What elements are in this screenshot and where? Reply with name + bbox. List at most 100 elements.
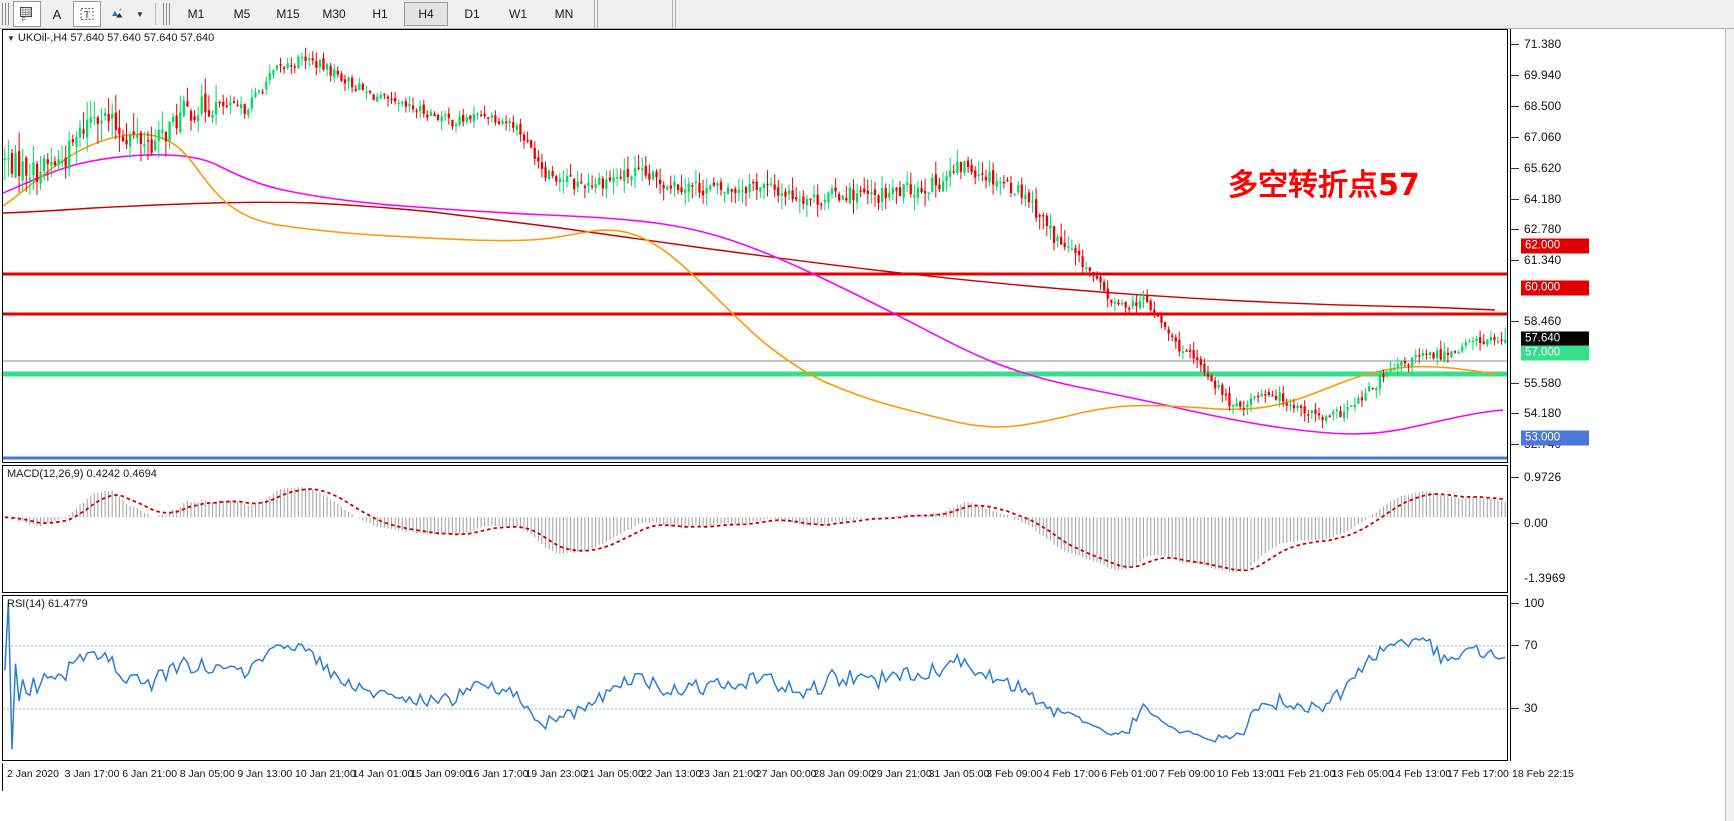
macd-tick-label: 0.9726: [1524, 470, 1562, 484]
time-axis[interactable]: 2 Jan 2020 3 Jan 17:00 6 Jan 21:00 8 Jan 05…: [2, 763, 1509, 791]
time-label: 7 Feb 09:00: [1159, 768, 1216, 780]
time-label: 6 Jan 21:00: [122, 768, 178, 780]
time-label: 21 Jan 05:00: [583, 768, 644, 780]
timeframe-group: M1 M5 M15 M30 H1 H4 D1 W1 MN: [173, 2, 587, 26]
time-label: 2 Jan 2020: [7, 768, 59, 780]
objects-icon[interactable]: [103, 1, 131, 27]
price-tick-label: 62.780: [1524, 221, 1562, 236]
time-label: 10 Feb 13:00: [1216, 768, 1279, 780]
timeframe-w1[interactable]: W1: [509, 7, 527, 21]
time-label: 31 Jan 05:00: [928, 768, 990, 780]
rsi-pane[interactable]: RSI(14) 61.4779: [2, 595, 1508, 761]
timeframe-m5[interactable]: M5: [233, 7, 251, 21]
macd-signal-line: [4, 488, 1506, 572]
toolbar-empty-slot-1: [594, 0, 598, 28]
price-tick: [1510, 75, 1519, 77]
price-scale-divider: [1510, 29, 1511, 761]
macd-tick: [1510, 477, 1519, 478]
rsi-tick: [1510, 708, 1519, 709]
macd-tick: [1510, 523, 1519, 524]
price-tick: [1510, 413, 1519, 415]
time-label: 22 Jan 13:00: [640, 768, 702, 780]
timeframe-h1[interactable]: H1: [372, 7, 388, 21]
time-label: 8 Jan 05:00: [179, 768, 235, 780]
macd-tick-label: -1.3969: [1524, 571, 1566, 585]
chart-area[interactable]: ▼ UKOil-,H4 57.640 57.640 57.640 57.640 多…: [0, 29, 1734, 821]
timeframe-grip-handle[interactable]: [163, 3, 170, 25]
time-label: 4 Feb 17:00: [1043, 768, 1100, 780]
time-label: 14 Jan 01:00: [352, 768, 414, 780]
price-chart-svg: [3, 133, 1507, 460]
timeframe-m1[interactable]: M1: [187, 7, 205, 21]
price-tick: [1510, 228, 1519, 230]
vertical-scrollbar[interactable]: [1725, 29, 1734, 821]
chevron-down-icon[interactable]: ▼: [136, 9, 144, 19]
rsi-tick: [1510, 603, 1519, 604]
timeframe-d1[interactable]: D1: [464, 7, 480, 21]
price-tick: [1510, 259, 1519, 261]
price-pane-label: ▼ UKOil-,H4 57.640 57.640 57.640 57.640: [7, 32, 215, 44]
price-tick-label: 58.460: [1524, 314, 1562, 329]
macd-pane[interactable]: MACD(12,26,9) 0.4242 0.4694: [2, 465, 1508, 593]
price-tick-label: 64.180: [1524, 191, 1562, 206]
price-tick: [1510, 444, 1519, 446]
price-tick: [1510, 106, 1519, 108]
text-label-icon[interactable]: T: [73, 1, 101, 27]
macd-chart-svg: [4, 486, 1506, 573]
time-label: 3 Jan 17:00: [64, 768, 120, 780]
ma-slow-line: [3, 201, 1496, 311]
price-badge-62-000[interactable]: 62.000: [1521, 238, 1589, 254]
crosshair-grid-icon[interactable]: F: [13, 1, 41, 27]
ma-mid-line: [3, 154, 1504, 435]
price-tick-label: 61.340: [1524, 252, 1562, 267]
price-tick: [1510, 44, 1519, 46]
time-label: 29 Jan 21:00: [871, 768, 932, 780]
objects-icon-svg: [112, 8, 123, 18]
rsi-line: [4, 601, 1506, 750]
toolbar-empty-slot-2: [672, 0, 676, 28]
time-label: 13 Feb 05:00: [1331, 768, 1394, 780]
price-pane[interactable]: ▼ UKOil-,H4 57.640 57.640 57.640 57.640 多…: [2, 29, 1508, 463]
time-label: 16 Jan 17:00: [467, 768, 529, 780]
timeframe-h4[interactable]: H4: [404, 2, 448, 26]
collapse-triangle-icon[interactable]: ▼: [7, 34, 15, 43]
timeframe-mn[interactable]: MN: [554, 7, 574, 21]
price-scale[interactable]: 71.380 69.940 68.500 67.060 65.620 64.180 62.7…: [1510, 29, 1734, 761]
price-badge-57-000[interactable]: 57.000: [1521, 345, 1589, 361]
price-tick-label: 65.620: [1524, 160, 1562, 175]
rsi-pane-label: RSI(14) 61.4779: [7, 598, 88, 610]
price-badge-60-000[interactable]: 60.000: [1521, 280, 1589, 296]
macd-histogram: [7, 486, 1506, 573]
time-label: 14 Feb 13:00: [1389, 768, 1452, 780]
timeframe-m15[interactable]: M15: [276, 7, 300, 21]
price-tick: [1510, 137, 1519, 139]
time-label: 17 Feb 17:00: [1447, 768, 1509, 780]
ma-fast-line: [3, 133, 1499, 428]
price-tick: [1510, 198, 1519, 200]
rsi-tick: [1510, 645, 1519, 646]
price-tick-label: 68.500: [1524, 99, 1562, 114]
price-tick-label: 69.940: [1524, 68, 1562, 83]
text-label-icon-svg: T: [80, 8, 94, 20]
price-badge-53-000[interactable]: 53.000: [1521, 430, 1589, 446]
grid-icon-svg: F: [20, 7, 32, 23]
text-tool-icon[interactable]: A: [52, 6, 62, 22]
rsi-tick-label: 100: [1524, 596, 1545, 610]
time-axis-last-label: 18 Feb 22:15: [1512, 768, 1574, 780]
toolbar-grip-handle[interactable]: [2, 3, 9, 25]
timeframe-m30[interactable]: M30: [322, 7, 346, 21]
price-tick: [1510, 383, 1519, 385]
rsi-chart-svg: [3, 601, 1507, 750]
time-label: 28 Jan 09:00: [813, 768, 875, 780]
time-label: 23 Jan 21:00: [698, 768, 759, 780]
price-tick: [1510, 321, 1519, 323]
price-badge-57-640[interactable]: 57.640: [1521, 331, 1589, 347]
time-label: 9 Jan 13:00: [237, 768, 293, 780]
price-tick-label: 71.380: [1524, 37, 1562, 52]
time-label: 27 Jan 00:00: [755, 768, 817, 780]
chart-annotation-text: 多空转折点57: [1228, 168, 1420, 203]
rsi-tick-label: 30: [1524, 701, 1538, 715]
svg-text:F: F: [22, 18, 26, 23]
macd-pane-label: MACD(12,26,9) 0.4242 0.4694: [7, 468, 157, 480]
candlestick-layer: [3, 47, 1507, 429]
